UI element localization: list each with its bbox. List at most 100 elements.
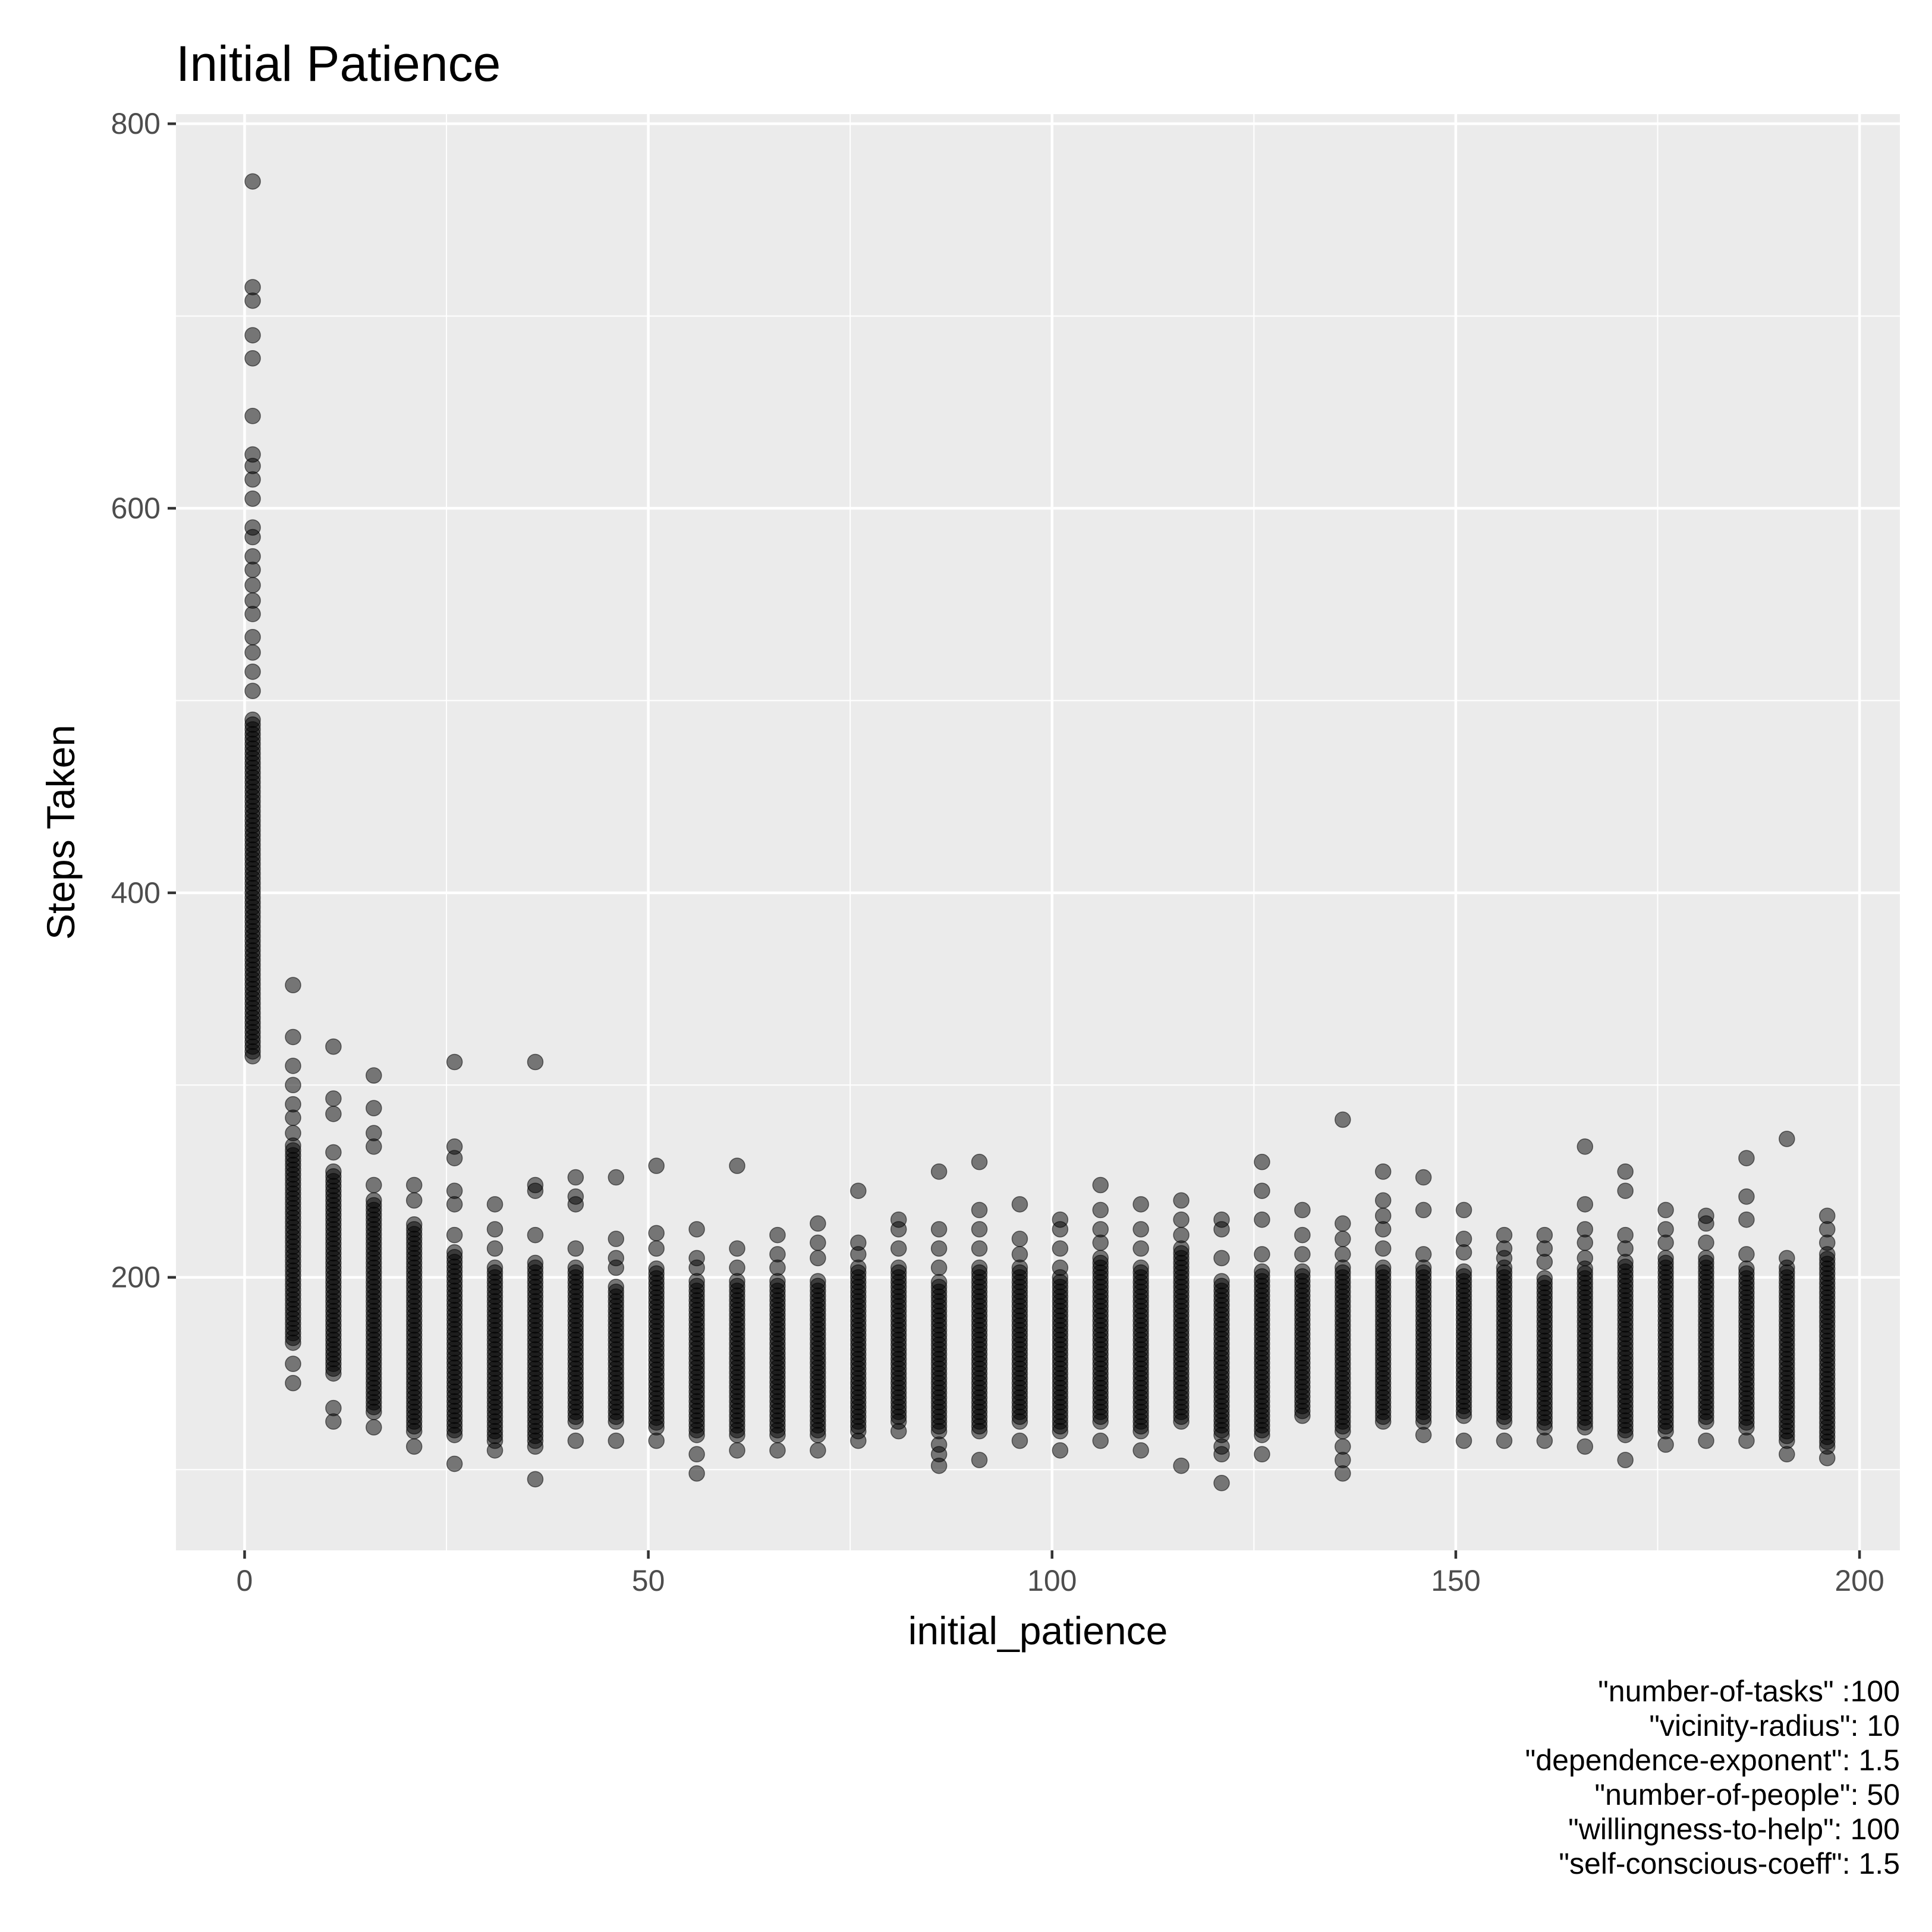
data-point (648, 1240, 665, 1257)
data-point (1617, 1226, 1634, 1244)
data-point (1698, 1432, 1714, 1449)
data-point (1052, 1211, 1069, 1228)
data-point (244, 327, 261, 344)
data-point (971, 1452, 988, 1468)
data-point (366, 1419, 382, 1436)
data-point (608, 1250, 625, 1267)
data-point (1374, 1240, 1392, 1257)
data-point (366, 1100, 382, 1116)
data-point (1335, 1246, 1351, 1263)
data-point (1738, 1260, 1755, 1277)
data-point (244, 682, 261, 700)
data-point (366, 1067, 382, 1084)
data-point (244, 577, 261, 594)
data-point (810, 1273, 826, 1289)
data-point (1011, 1231, 1028, 1247)
data-point (1213, 1211, 1230, 1228)
data-point (244, 490, 261, 507)
data-point (688, 1446, 705, 1463)
data-point (1738, 1188, 1755, 1205)
data-point (1657, 1436, 1674, 1453)
y-axis: 200 400 600 800 (111, 107, 176, 1294)
data-point (285, 1058, 301, 1074)
data-point (608, 1432, 625, 1449)
data-point (285, 1355, 301, 1373)
data-points (244, 173, 1836, 1492)
data-point (527, 1471, 544, 1488)
data-point (1577, 1138, 1594, 1155)
data-point (285, 1028, 301, 1046)
data-point (1254, 1182, 1270, 1199)
data-point (486, 1240, 504, 1257)
data-point (486, 1442, 504, 1459)
data-point (1415, 1169, 1432, 1186)
data-point (1294, 1226, 1311, 1244)
data-point (1173, 1457, 1190, 1474)
data-point (325, 1399, 342, 1417)
caption-line: "self-conscious-coeff": 1.5 (1559, 1847, 1900, 1880)
data-point (1011, 1246, 1028, 1263)
data-point (1738, 1432, 1755, 1449)
data-point (648, 1260, 665, 1277)
data-point (1496, 1226, 1513, 1244)
data-point (608, 1169, 625, 1186)
grid-minor (176, 114, 1900, 1550)
data-point (1819, 1450, 1836, 1467)
data-point (648, 1157, 665, 1174)
data-point (930, 1221, 948, 1238)
data-point (810, 1215, 826, 1232)
data-point (486, 1259, 504, 1276)
data-point (486, 1196, 504, 1213)
data-point (608, 1231, 625, 1247)
data-point (1254, 1263, 1270, 1280)
chart-title: Initial Patience (176, 36, 501, 92)
data-point (930, 1436, 948, 1453)
data-point (608, 1279, 625, 1295)
data-point (729, 1157, 745, 1174)
data-point (1415, 1201, 1432, 1219)
data-point (1335, 1231, 1351, 1247)
data-point (850, 1432, 867, 1449)
y-tick-label: 800 (111, 107, 161, 140)
data-point (527, 1053, 544, 1071)
data-point (1173, 1226, 1190, 1244)
data-point (1132, 1259, 1149, 1276)
data-point (1415, 1427, 1432, 1443)
data-point (971, 1240, 988, 1257)
data-point (1455, 1263, 1472, 1280)
data-point (1455, 1432, 1472, 1449)
data-point (1577, 1196, 1594, 1213)
data-point (1092, 1432, 1109, 1449)
data-point (325, 1090, 342, 1107)
data-point (729, 1240, 745, 1257)
data-point (1213, 1250, 1230, 1267)
x-tick-label: 50 (632, 1564, 665, 1597)
caption-line: "willingness-to-help": 100 (1568, 1813, 1900, 1846)
data-point (285, 1077, 301, 1094)
data-point (971, 1259, 988, 1276)
data-point (244, 446, 261, 463)
caption-line: "vicinity-radius": 10 (1649, 1709, 1900, 1742)
data-point (971, 1153, 988, 1170)
data-point (1052, 1442, 1069, 1459)
data-point (1577, 1438, 1594, 1455)
data-point (405, 1176, 423, 1194)
x-axis: 0 50 100 150 200 (237, 1550, 1884, 1597)
x-tick-label: 100 (1027, 1564, 1077, 1597)
data-point (688, 1465, 705, 1482)
data-point (971, 1221, 988, 1238)
data-point (567, 1188, 584, 1205)
data-point (244, 408, 261, 424)
data-point (527, 1438, 544, 1455)
data-point (244, 519, 261, 536)
data-point (285, 1374, 301, 1392)
data-point (486, 1221, 504, 1238)
data-point (1011, 1196, 1028, 1213)
data-point (1132, 1221, 1149, 1238)
plot-panel (176, 114, 1900, 1550)
data-point (1213, 1475, 1230, 1492)
data-point (1335, 1111, 1351, 1128)
y-tick-label: 400 (111, 876, 161, 910)
data-point (769, 1226, 786, 1244)
